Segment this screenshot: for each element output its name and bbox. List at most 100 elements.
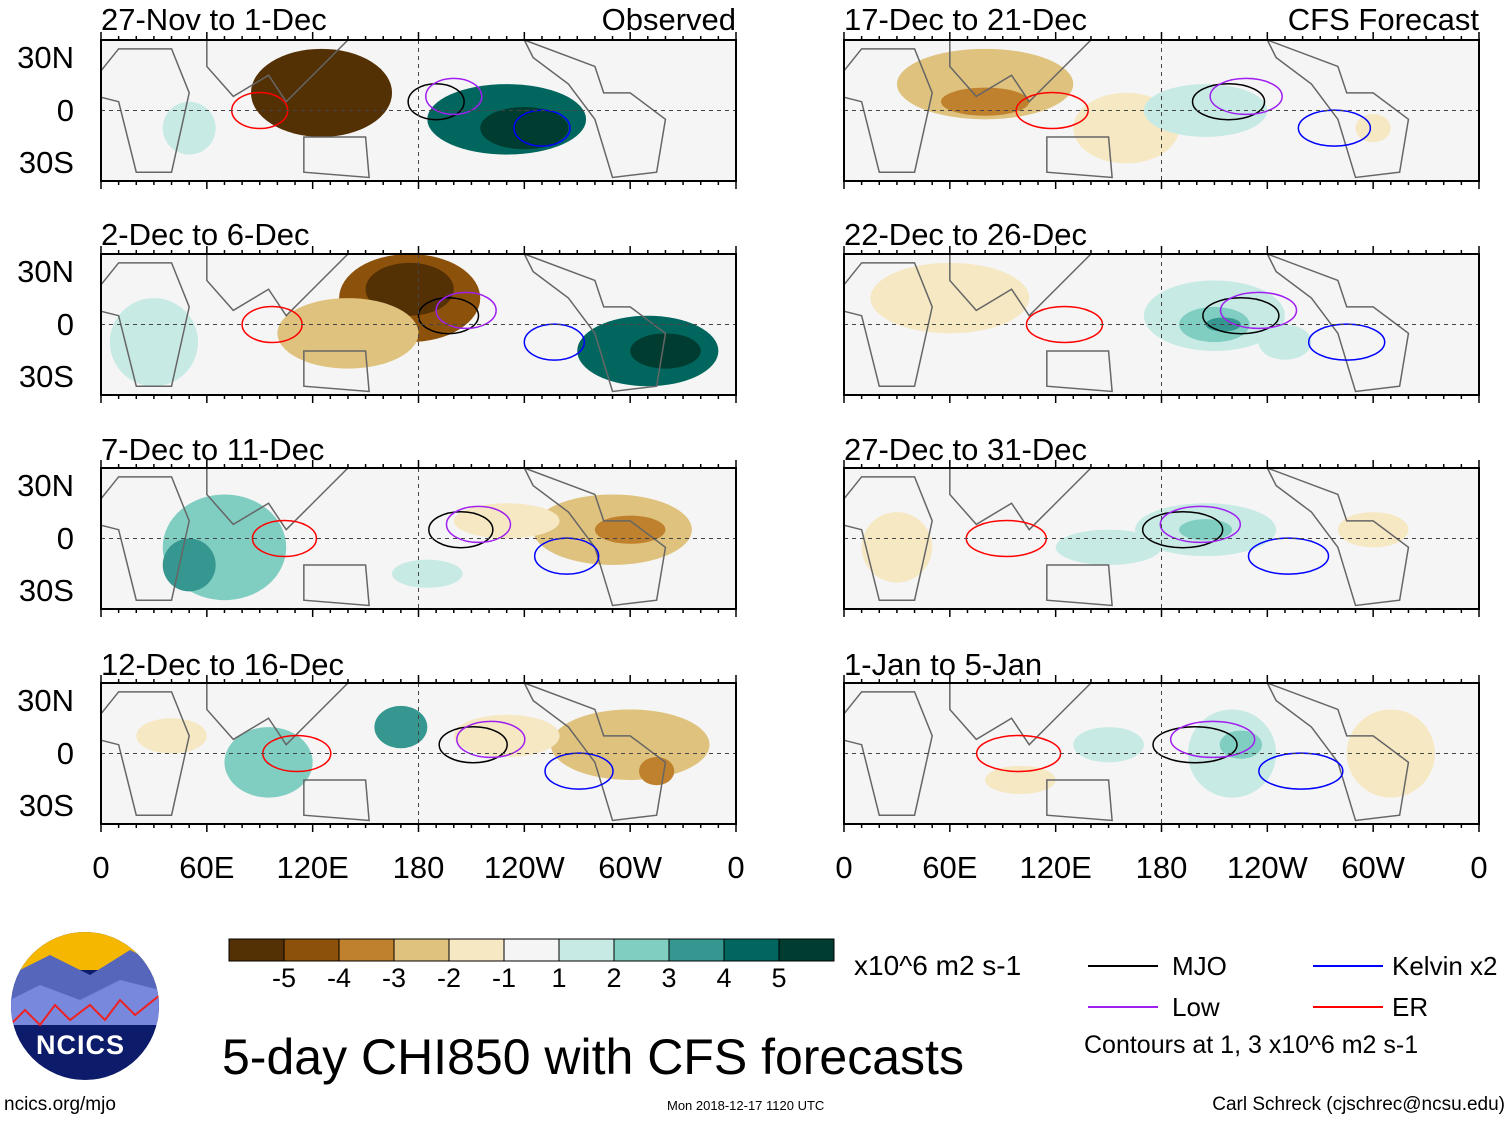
colorbar-swatch: [283, 938, 340, 962]
lat-tick-label: 30N: [17, 253, 74, 289]
footer-url[interactable]: ncics.org/mjo: [4, 1094, 116, 1115]
coastline: [949, 468, 1093, 531]
colorbar-swatch: [668, 938, 725, 962]
coastline: [101, 691, 190, 816]
colorbar-swatch: [558, 938, 615, 962]
coastline: [1266, 40, 1410, 179]
panel-title: 7-Dec to 11-Dec: [101, 432, 325, 467]
contour-low: [1209, 77, 1283, 116]
column-label-forecast: CFS Forecast: [1287, 2, 1479, 37]
lon-tick-label: 60W: [598, 850, 663, 885]
coastline: [1046, 564, 1113, 607]
contour-mjo: [417, 296, 480, 335]
contour-mjo: [1152, 725, 1238, 764]
colorbar-units: x10^6 m2 s-1: [854, 950, 1022, 981]
contour-mjo: [1141, 510, 1224, 549]
coastline: [1046, 350, 1113, 393]
map-panel: [100, 675, 737, 832]
coastline: [949, 254, 1093, 317]
contour-mjo: [428, 510, 494, 549]
lat-tick-label: 30N: [17, 682, 74, 718]
coastline: [523, 468, 667, 607]
lon-tick-label: 0: [1470, 850, 1488, 885]
panel-title: 1-Jan to 5-Jan: [844, 647, 1043, 682]
map-panel: [843, 246, 1480, 403]
contour-low: [435, 291, 497, 330]
contour-kelvin: [1307, 323, 1386, 361]
anomaly-region: [1337, 512, 1409, 548]
anomaly-region: [870, 262, 1030, 334]
lon-tick-label: 0: [835, 850, 853, 885]
anomaly-region: [1073, 727, 1144, 763]
column-label-observed: Observed: [601, 2, 736, 37]
legend-label-mjo: MJO: [1172, 951, 1227, 981]
colorbar-tick-label: -4: [326, 963, 352, 993]
coastline: [844, 691, 933, 816]
colorbar-tick-label: 1: [551, 963, 567, 993]
coastline: [1266, 254, 1410, 393]
anomaly-region: [268, 61, 375, 125]
anomaly-region: [365, 262, 454, 316]
anomaly-region: [594, 515, 666, 544]
contour-low: [456, 720, 526, 759]
lon-tick-label: 120E: [1019, 850, 1092, 885]
anomaly-region: [453, 503, 560, 539]
contour-low: [1169, 720, 1256, 759]
coastline: [206, 468, 350, 531]
lon-tick-label: 60E: [179, 850, 235, 885]
lon-tick-label: 120W: [483, 850, 565, 885]
anomaly-region: [109, 298, 199, 387]
contour-mjo: [438, 725, 508, 764]
figure-title: 5-day CHI850 with CFS forecasts: [222, 1029, 964, 1085]
coastline: [303, 564, 370, 607]
colorbar-swatch: [228, 938, 285, 962]
lon-tick-label: 120W: [1226, 850, 1308, 885]
coastline: [523, 254, 667, 393]
lon-tick-label: 180: [1135, 850, 1188, 885]
map-panel: [100, 32, 737, 189]
lon-tick-label: 60E: [922, 850, 978, 885]
lon-tick-label: 0: [92, 850, 110, 885]
colorbar-tick-label: -2: [436, 963, 462, 993]
coastline: [101, 476, 190, 601]
lat-tick-label: 0: [56, 306, 74, 342]
colorbar-tick-label: 3: [661, 963, 677, 993]
coastline: [303, 136, 370, 179]
lat-tick-label: 30N: [17, 467, 74, 503]
coastline: [844, 48, 933, 173]
lon-tick-label: 0: [727, 850, 745, 885]
anomaly-region: [638, 757, 675, 786]
coastline: [1266, 468, 1410, 607]
panel-title: 17-Dec to 21-Dec: [844, 2, 1087, 37]
colorbar-tick-label: 4: [716, 963, 732, 993]
footer-timestamp: Mon 2018-12-17 1120 UTC: [667, 1098, 825, 1113]
lat-tick-label: 30N: [17, 39, 74, 75]
anomaly-region: [480, 106, 569, 150]
coastline: [949, 683, 1093, 746]
lat-tick-label: 0: [56, 735, 74, 771]
map-panel: [843, 675, 1480, 832]
anomaly-region: [1179, 519, 1233, 541]
anomaly-region: [374, 705, 428, 749]
anomaly-region: [162, 538, 216, 592]
lat-tick-label: 30S: [18, 573, 74, 609]
anomaly-region: [550, 709, 710, 780]
coastline: [206, 254, 350, 317]
coastline: [1046, 779, 1113, 822]
footer-credit: Carl Schreck (cjschrec@ncsu.edu): [1212, 1094, 1505, 1115]
panel-title: 2-Dec to 6-Dec: [101, 217, 310, 252]
anomaly-region: [941, 87, 1030, 116]
anomaly-region: [453, 714, 560, 758]
colorbar-swatch: [393, 938, 450, 962]
contour-low: [445, 505, 512, 544]
anomaly-region: [224, 727, 313, 798]
lon-tick-label: 60W: [1341, 850, 1406, 885]
colorbar-swatch: [778, 938, 835, 962]
legend-label-low: Low: [1172, 992, 1220, 1022]
colorbar-swatch: [448, 938, 505, 962]
contour-low: [1219, 291, 1298, 330]
panel-title: 12-Dec to 16-Dec: [101, 647, 344, 682]
contour-kelvin: [523, 323, 586, 361]
